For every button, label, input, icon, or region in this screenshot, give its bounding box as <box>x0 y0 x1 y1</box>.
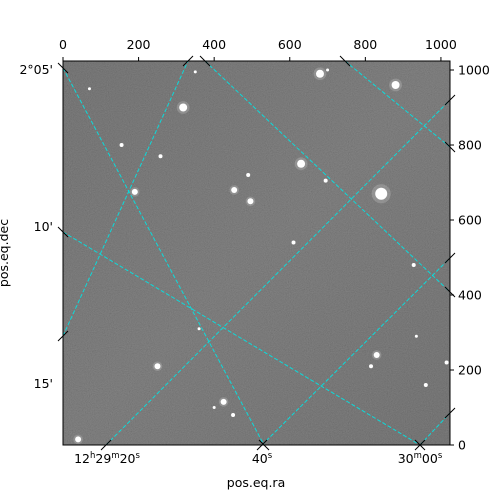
star-halo <box>371 184 391 204</box>
grid-line <box>344 61 450 148</box>
star-source <box>423 383 428 387</box>
ra-tick-label-3: 30m00s <box>398 451 443 466</box>
star-source <box>158 154 163 159</box>
x-pixel-tick-label: 1000 <box>425 37 457 52</box>
star-source <box>154 363 161 370</box>
wcs-tick-mark <box>258 439 270 451</box>
star-source <box>291 240 296 245</box>
sky-image <box>63 61 450 445</box>
star-source <box>444 360 449 365</box>
wcs-tick-mark <box>414 439 426 451</box>
plot-frame <box>62 60 451 446</box>
wcs-tick-mark <box>57 62 69 74</box>
y-pixel-tick-label: 400 <box>458 288 482 303</box>
wcs-tick-mark <box>444 286 456 298</box>
wcs-tick-mark <box>444 252 456 264</box>
star-source <box>231 187 238 193</box>
star-source <box>197 327 201 331</box>
star-source <box>414 334 418 338</box>
ra-tick-label-1: 12h29m20s <box>74 451 140 466</box>
wcs-tick-mark <box>199 55 211 67</box>
star-halo <box>73 434 83 445</box>
star-source <box>323 178 328 183</box>
star-halo <box>371 350 382 360</box>
star-source <box>411 263 416 267</box>
star-halo <box>218 397 229 407</box>
grid-line <box>63 231 421 445</box>
star-halo <box>294 157 308 171</box>
y-axis-label: pos.eq.dec <box>0 219 11 287</box>
x-pixel-tick-label: 800 <box>353 37 377 52</box>
star-source <box>369 364 374 369</box>
wcs-tick-mark <box>256 439 268 451</box>
star-halo <box>130 187 140 197</box>
pixel-axis-ticks: 0 200 400 600 800 1000 0 200 400 600 800 1000 <box>59 37 490 453</box>
grid-line <box>419 412 450 445</box>
wcs-tick-mark <box>444 141 456 153</box>
star-source <box>75 436 82 443</box>
coordinate-grid <box>63 61 450 445</box>
x-pixel-tick-label: 200 <box>127 37 151 52</box>
x-pixel-tick-label: 0 <box>59 37 67 52</box>
dec-tick-label-3: 15' <box>34 376 53 391</box>
y-pixel-tick-label: 0 <box>458 438 466 453</box>
star-source <box>212 406 216 409</box>
star-source <box>247 198 254 205</box>
star-source <box>326 68 330 72</box>
star-halo <box>229 185 240 195</box>
star-source <box>193 70 197 74</box>
star-source <box>87 87 91 91</box>
star-source <box>179 103 188 112</box>
star-source <box>297 159 306 168</box>
star-source <box>375 187 388 200</box>
wcs-tick-mark <box>339 55 351 67</box>
star-source <box>391 81 400 89</box>
y-pixel-tick-label: 600 <box>458 213 482 228</box>
star-source <box>231 413 236 417</box>
dec-tick-label-2: 10' <box>34 219 53 234</box>
star-source <box>373 352 380 358</box>
grid-line <box>204 61 450 293</box>
x-pixel-tick-label: 600 <box>278 37 302 52</box>
star-halo <box>245 196 256 207</box>
grid-line <box>105 99 450 445</box>
grid-line <box>261 257 450 445</box>
y-pixel-tick-label: 200 <box>458 363 482 378</box>
ra-tick-label-2: 40s <box>252 451 273 466</box>
star-halo <box>176 101 190 114</box>
star-source <box>220 398 227 405</box>
star-halo <box>152 361 163 372</box>
y-pixel-tick-label: 800 <box>458 138 482 153</box>
wcs-tick-marks <box>57 55 456 451</box>
star-halo <box>389 78 402 92</box>
x-pixel-tick-label: 400 <box>202 37 226 52</box>
star-source <box>315 69 324 78</box>
wcs-tick-mark <box>444 407 456 419</box>
wcs-tick-mark <box>57 226 69 238</box>
wcs-tick-mark <box>444 94 456 106</box>
star-source <box>131 188 138 195</box>
star-source <box>246 173 251 177</box>
y-pixel-tick-label: 1000 <box>458 63 490 78</box>
wcs-tick-mark <box>182 55 194 67</box>
star-source <box>119 143 124 147</box>
star-halo <box>313 67 327 81</box>
x-axis-label: pos.eq.ra <box>227 475 285 490</box>
grid-line <box>63 61 189 337</box>
grid-line <box>63 67 265 445</box>
dec-tick-label-1: 2°05' <box>19 62 53 77</box>
wcs-tick-mark <box>100 439 112 451</box>
wcs-tick-mark <box>57 330 69 342</box>
